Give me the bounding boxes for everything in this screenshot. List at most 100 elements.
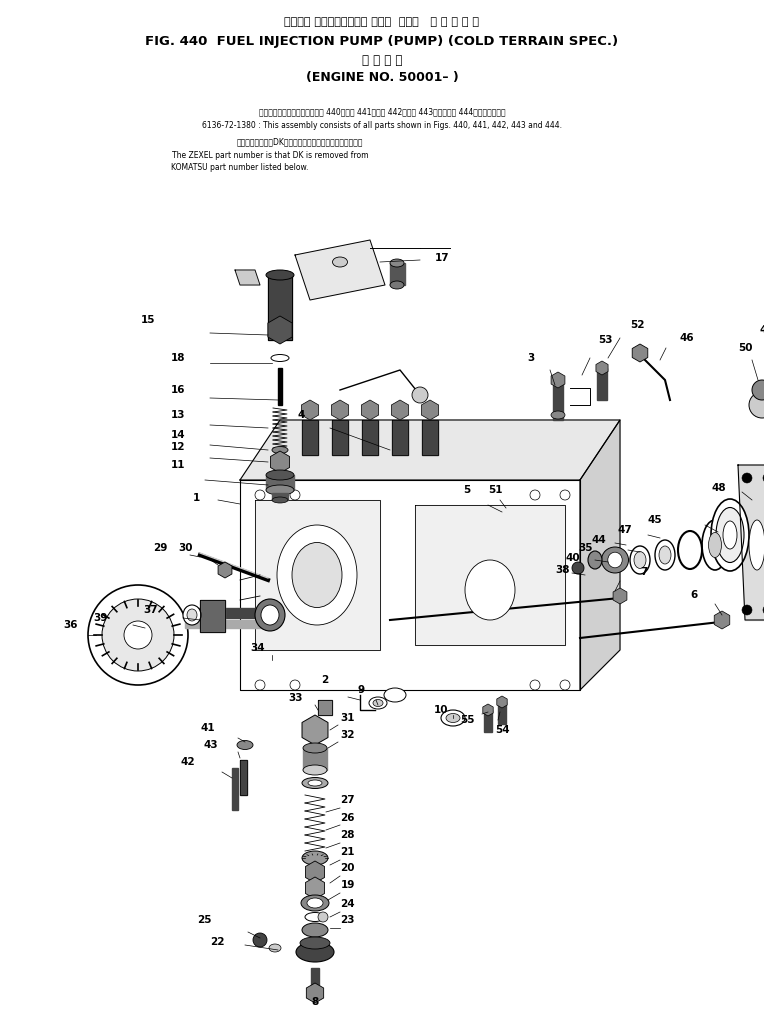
Ellipse shape (272, 497, 288, 503)
Polygon shape (580, 420, 620, 690)
Circle shape (560, 490, 570, 500)
Ellipse shape (369, 697, 387, 709)
Polygon shape (240, 480, 580, 690)
Circle shape (560, 680, 570, 690)
Polygon shape (255, 500, 380, 650)
Polygon shape (484, 710, 492, 732)
Ellipse shape (303, 765, 327, 775)
Polygon shape (200, 600, 225, 632)
Polygon shape (295, 240, 385, 300)
Polygon shape (390, 263, 405, 285)
Circle shape (124, 621, 152, 649)
Ellipse shape (187, 609, 197, 621)
Circle shape (742, 473, 752, 483)
Text: 14: 14 (170, 430, 185, 440)
Polygon shape (185, 608, 270, 618)
Ellipse shape (302, 851, 328, 865)
Ellipse shape (446, 714, 460, 723)
Polygon shape (232, 768, 238, 810)
Ellipse shape (266, 485, 294, 495)
Text: 25: 25 (198, 915, 212, 925)
Text: 15: 15 (141, 315, 155, 325)
Ellipse shape (588, 551, 602, 569)
Text: 36: 36 (63, 620, 78, 630)
Text: 54: 54 (495, 725, 510, 735)
Polygon shape (498, 702, 506, 724)
Circle shape (255, 490, 265, 500)
Text: 11: 11 (170, 460, 185, 470)
Text: 38: 38 (555, 565, 569, 575)
Text: 品番のメーカ記号DKを除いたものがゼクセルの品番です。: 品番のメーカ記号DKを除いたものがゼクセルの品番です。 (237, 138, 363, 146)
Text: 19: 19 (341, 880, 355, 890)
Ellipse shape (630, 546, 650, 574)
Text: 43: 43 (203, 740, 218, 750)
Text: フェエル インジェクション ポンプ  ポンプ   寒 冷 地 仕 機: フェエル インジェクション ポンプ ポンプ 寒 冷 地 仕 機 (284, 17, 480, 27)
Text: 52: 52 (630, 320, 645, 330)
Circle shape (763, 605, 764, 615)
Text: 24: 24 (341, 899, 355, 909)
Ellipse shape (551, 411, 565, 419)
Text: 35: 35 (578, 544, 593, 553)
Ellipse shape (266, 270, 294, 280)
Text: 53: 53 (598, 335, 613, 345)
Ellipse shape (716, 507, 744, 563)
Text: 50: 50 (738, 343, 753, 353)
Ellipse shape (302, 778, 328, 789)
Text: 45: 45 (648, 515, 662, 525)
Text: 18: 18 (170, 353, 185, 363)
Text: 44: 44 (592, 535, 607, 545)
Ellipse shape (749, 520, 764, 570)
Text: 1: 1 (193, 493, 200, 503)
Text: 5: 5 (463, 485, 470, 495)
Text: KOMATSU part number listed below.: KOMATSU part number listed below. (171, 162, 309, 171)
Text: 9: 9 (358, 685, 365, 695)
Polygon shape (415, 505, 565, 645)
Text: 4: 4 (298, 410, 305, 420)
Polygon shape (318, 700, 332, 715)
Circle shape (530, 680, 540, 690)
Ellipse shape (723, 521, 737, 549)
Text: 2: 2 (321, 675, 328, 685)
Polygon shape (422, 420, 438, 455)
Ellipse shape (465, 560, 515, 620)
Ellipse shape (441, 710, 465, 726)
Circle shape (749, 392, 764, 418)
Polygon shape (302, 420, 318, 455)
Circle shape (742, 605, 752, 615)
Ellipse shape (303, 743, 327, 753)
Ellipse shape (659, 546, 671, 564)
Polygon shape (235, 270, 260, 285)
Polygon shape (553, 380, 563, 420)
Ellipse shape (601, 547, 629, 573)
Text: 23: 23 (341, 915, 355, 925)
Ellipse shape (634, 552, 646, 569)
Circle shape (253, 933, 267, 947)
Text: 42: 42 (180, 757, 195, 767)
Text: 6136-72-1380 : This assembly consists of all parts shown in Figs. 440, 441, 442,: 6136-72-1380 : This assembly consists of… (202, 122, 562, 131)
Text: FIG. 440  FUEL INJECTION PUMP (PUMP) (COLD TERRAIN SPEC.): FIG. 440 FUEL INJECTION PUMP (PUMP) (COL… (145, 35, 619, 49)
Text: 31: 31 (341, 713, 355, 723)
Ellipse shape (269, 944, 281, 952)
Circle shape (290, 490, 300, 500)
Ellipse shape (305, 913, 325, 922)
Ellipse shape (390, 259, 404, 267)
Text: 51: 51 (488, 485, 503, 495)
Circle shape (572, 562, 584, 574)
Ellipse shape (332, 257, 348, 267)
Text: 20: 20 (341, 863, 355, 873)
Polygon shape (738, 465, 764, 620)
Polygon shape (362, 420, 378, 455)
Circle shape (102, 599, 174, 671)
Ellipse shape (708, 532, 721, 558)
Polygon shape (392, 420, 408, 455)
Polygon shape (278, 368, 282, 405)
Ellipse shape (308, 780, 322, 786)
Text: 41: 41 (200, 723, 215, 733)
Text: 40: 40 (565, 553, 580, 563)
Ellipse shape (301, 895, 329, 911)
Circle shape (88, 585, 188, 685)
Text: 29: 29 (154, 544, 168, 553)
Ellipse shape (271, 355, 289, 362)
Ellipse shape (711, 499, 749, 571)
Polygon shape (266, 475, 294, 490)
